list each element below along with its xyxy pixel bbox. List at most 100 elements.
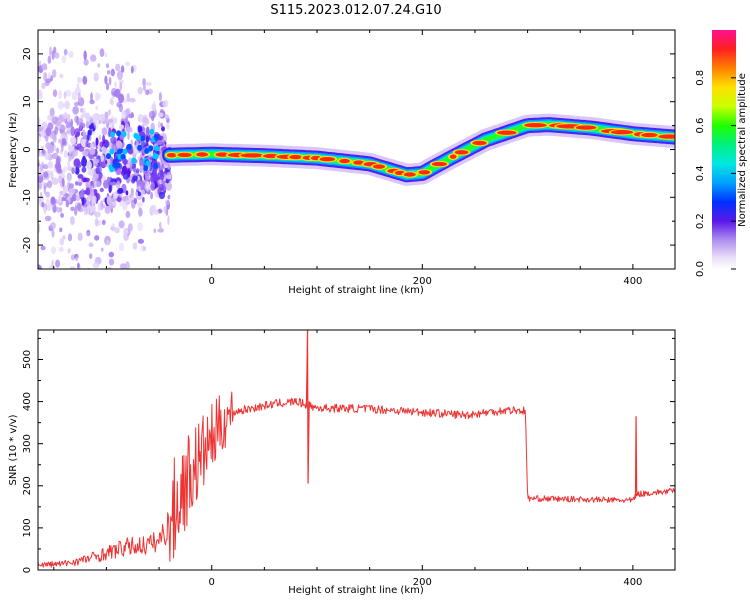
- spectrogram-cell: [51, 177, 59, 185]
- spectrogram-cell: [54, 126, 59, 135]
- spectrogram-cell: [153, 172, 157, 179]
- spectrogram-cell: [105, 140, 108, 147]
- spectrogram-cell: [140, 189, 146, 196]
- spectrogram-cell: [119, 124, 125, 130]
- spectrogram-cell: [69, 269, 72, 274]
- snr-ylabel: SNR (10 * v/v): [8, 414, 19, 485]
- spectrogram-cell: [93, 113, 100, 121]
- spectrogram-cell: [67, 248, 71, 254]
- y-tick-label: 500: [22, 350, 33, 369]
- spectrogram-cell: [154, 145, 160, 152]
- spectrogram-cell: [38, 183, 43, 190]
- spectrogram-cell: [153, 209, 159, 215]
- spectrogram-cell: [81, 150, 89, 156]
- spectrogram-cell: [68, 50, 74, 59]
- spectrogram-cell: [81, 157, 88, 168]
- spectrogram-cell: [110, 181, 117, 186]
- spectrogram-cell: [101, 127, 108, 136]
- spectrogram-cell: [122, 148, 128, 155]
- spectrogram-cell: [120, 153, 126, 160]
- spectrogram-cell: [59, 73, 64, 79]
- spectrogram-cell: [97, 164, 102, 175]
- spectrogram-cell: [143, 84, 146, 92]
- spectrogram-cell: [69, 266, 76, 269]
- spectrogram-peak: [319, 157, 336, 162]
- spectrogram-cell: [47, 114, 53, 121]
- spectrogram-cell: [82, 155, 86, 161]
- spectrogram-cell: [107, 109, 112, 116]
- spectrogram-cell: [113, 139, 116, 145]
- spectrogram-peak: [472, 140, 487, 146]
- spectrogram-peak: [610, 130, 634, 135]
- spectrogram-cell: [96, 192, 99, 201]
- spectrogram-cell: [45, 198, 50, 204]
- spectrogram-cell: [45, 78, 52, 83]
- spectrogram-cell: [114, 81, 117, 88]
- spectrogram-cell: [142, 116, 149, 127]
- spectrogram-cell: [41, 149, 45, 155]
- spectrogram-cell: [84, 177, 90, 183]
- spectrogram-cell: [135, 168, 140, 174]
- spectrogram-cell: [131, 157, 137, 164]
- spectrogram-cell: [58, 207, 63, 213]
- spectrogram-cell: [41, 201, 45, 208]
- spectrogram-peak: [215, 152, 230, 157]
- spectrogram-cell: [69, 151, 72, 162]
- spectrogram-cell: [88, 242, 94, 247]
- spectrogram-cell: [118, 269, 122, 277]
- spectrogram-cell: [90, 54, 97, 62]
- spectrogram-cell: [100, 154, 105, 162]
- spectrogram-peak: [289, 154, 303, 160]
- spectrogram-cell: [38, 152, 43, 158]
- spectrogram-cell: [161, 126, 165, 132]
- spectrogram-cell: [38, 135, 42, 143]
- spectrogram-peak: [524, 123, 547, 128]
- colorbar: 0.0 0.2 0.4 0.6 0.8 Normalized spectral ampl…: [695, 30, 748, 277]
- spectrogram-cell: [63, 91, 67, 99]
- spectrogram-cell: [87, 168, 95, 176]
- spectrogram-cell: [129, 97, 136, 103]
- spectrogram-cell: [77, 262, 80, 269]
- spectrogram-cell: [89, 147, 96, 155]
- y-tick-label: 20: [22, 48, 33, 61]
- x-tick-label: 200: [413, 577, 432, 588]
- spectrogram-cell: [131, 178, 136, 183]
- spectrogram-cell: [127, 223, 133, 232]
- spectrogram-cell: [132, 164, 137, 173]
- colorbar-tick-label: 0.4: [695, 165, 706, 181]
- spectrogram-peak: [658, 134, 675, 139]
- spectrogram-cell: [129, 193, 133, 199]
- spectrogram-cell: [87, 129, 92, 136]
- spectrogram-cell: [74, 128, 81, 138]
- spectrogram-cell: [90, 205, 97, 211]
- spectrogram-cell: [74, 166, 80, 175]
- spectrogram-ticks: 0 200 400 -20 -10 0 10 20: [22, 29, 675, 287]
- spectrogram-cell: [56, 147, 59, 154]
- spectrogram-cell: [157, 135, 164, 140]
- x-tick-label: 400: [623, 276, 642, 287]
- spectrogram-cell: [119, 243, 125, 252]
- spectrogram-cell: [65, 200, 70, 208]
- spectrogram-cell: [55, 259, 61, 268]
- spectrogram-cell: [116, 168, 122, 175]
- spectrogram-cell: [38, 126, 43, 132]
- spectrogram-cell: [142, 78, 146, 87]
- spectrogram-peak: [339, 158, 350, 164]
- spectrogram-cell: [41, 82, 46, 90]
- spectrogram-cell: [142, 196, 145, 203]
- spectrogram-cell: [122, 200, 128, 211]
- spectrogram-cell: [74, 101, 80, 107]
- spectrogram-cell: [110, 68, 116, 77]
- spectrogram-cell: [114, 270, 121, 278]
- spectrogram-cell: [108, 198, 111, 207]
- spectrogram-cell: [94, 211, 101, 218]
- y-tick-label: -20: [22, 237, 33, 253]
- spectrogram-cell: [126, 143, 132, 150]
- spectrogram-cell: [52, 89, 58, 97]
- spectrogram-cell: [101, 219, 106, 226]
- spectrogram-cell: [82, 75, 88, 85]
- spectrogram-cell: [159, 165, 165, 171]
- spectrogram-cell: [155, 140, 163, 146]
- spectrogram-peak: [166, 153, 177, 158]
